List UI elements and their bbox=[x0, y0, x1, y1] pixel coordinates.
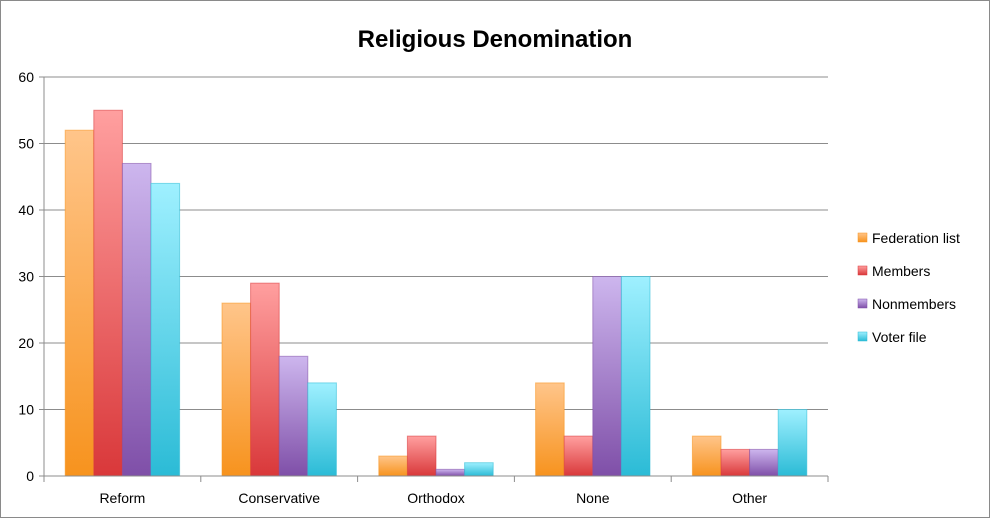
y-tick-label: 20 bbox=[18, 335, 34, 351]
axes: 0 10 20 30 40 50 60 Reform Conservative Orthodox N… bbox=[18, 69, 829, 506]
bar-members-other bbox=[720, 448, 751, 477]
bar-voter-file-conservative bbox=[307, 382, 337, 477]
bar-nonmembers-other bbox=[749, 448, 779, 477]
legend-label-voter-file: Voter file bbox=[872, 329, 927, 345]
legend: Federation list Members Nonmembers Voter fi… bbox=[857, 230, 960, 345]
bar-voter-file-other bbox=[777, 409, 808, 477]
bar-federation-list-reform bbox=[64, 129, 95, 477]
legend-label-nonmembers: Nonmembers bbox=[872, 296, 956, 312]
bar-members-none bbox=[563, 435, 594, 477]
bar-federation-list-orthodox bbox=[378, 455, 408, 477]
legend-swatch-members bbox=[857, 265, 868, 276]
bar-nonmembers-conservative bbox=[278, 355, 309, 477]
y-tick-label: 30 bbox=[18, 269, 34, 285]
x-tick-label-reform: Reform bbox=[99, 490, 145, 506]
bar-members-orthodox bbox=[406, 435, 437, 477]
bar-voter-file-reform bbox=[150, 182, 181, 477]
y-tick-label: 40 bbox=[18, 202, 34, 218]
bar-nonmembers-reform bbox=[121, 162, 152, 477]
bar-members-conservative bbox=[250, 282, 280, 477]
legend-label-federation-list: Federation list bbox=[872, 230, 960, 246]
y-tick-label: 10 bbox=[18, 402, 34, 418]
bar-members-reform bbox=[93, 109, 123, 477]
y-tick-label: 0 bbox=[26, 468, 34, 484]
x-tick-label-orthodox: Orthodox bbox=[407, 490, 465, 506]
x-tick-label-conservative: Conservative bbox=[238, 490, 320, 506]
bar-federation-list-other bbox=[691, 435, 722, 477]
bar-voter-file-none bbox=[620, 276, 651, 477]
bar-federation-list-none bbox=[535, 382, 565, 477]
bar-nonmembers-orthodox bbox=[435, 468, 466, 477]
legend-swatch-voter-file bbox=[857, 331, 868, 342]
y-tick-label: 60 bbox=[18, 69, 34, 85]
x-tick-label-none: None bbox=[576, 490, 610, 506]
bar-nonmembers-none bbox=[592, 276, 622, 477]
legend-swatch-federation-list bbox=[857, 232, 868, 243]
bars bbox=[64, 109, 808, 477]
bar-voter-file-orthodox bbox=[464, 462, 494, 477]
chart-title: Religious Denomination bbox=[358, 26, 633, 53]
legend-label-members: Members bbox=[872, 263, 930, 279]
legend-swatch-nonmembers bbox=[857, 298, 868, 309]
x-tick-label-other: Other bbox=[732, 490, 767, 506]
y-tick-label: 50 bbox=[18, 136, 34, 152]
bar-federation-list-conservative bbox=[221, 302, 252, 477]
